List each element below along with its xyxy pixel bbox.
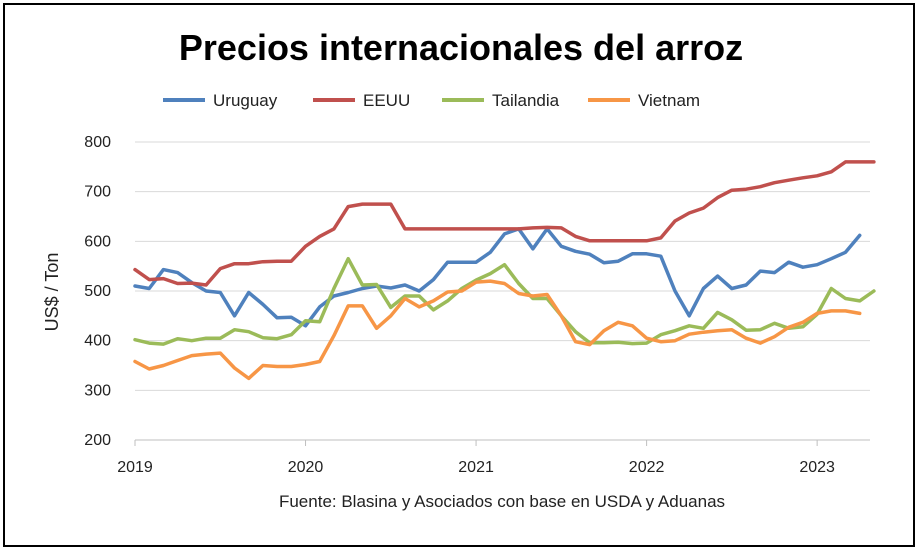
y-axis-label: US$ / Ton xyxy=(42,253,62,332)
series-line-uruguay xyxy=(133,227,862,328)
series-line-tailandia xyxy=(133,256,876,346)
x-tick-label: 2019 xyxy=(117,459,153,476)
y-tick-label: 800 xyxy=(84,134,111,151)
y-tick-label: 700 xyxy=(84,184,111,201)
x-tick-label: 2023 xyxy=(799,459,835,476)
x-tick-label: 2021 xyxy=(458,459,494,476)
y-tick-label: 600 xyxy=(84,233,111,250)
series-lines xyxy=(133,160,876,381)
legend: Uruguay EEUU Tailandia Vietnam xyxy=(163,91,700,110)
y-tick-label: 200 xyxy=(84,432,111,449)
series-line-vietnam xyxy=(133,279,862,381)
legend-label-uruguay: Uruguay xyxy=(213,91,278,110)
legend-label-tailandia: Tailandia xyxy=(492,91,560,110)
y-tick-label: 400 xyxy=(84,333,111,350)
y-axis: 200 300 400 500 600 700 800 xyxy=(84,134,111,449)
source-note: Fuente: Blasina y Asociados con base en … xyxy=(279,492,725,511)
y-tick-label: 300 xyxy=(84,382,111,399)
y-tick-label: 500 xyxy=(84,283,111,300)
x-axis: 2019 2020 2021 2022 2023 xyxy=(117,439,870,476)
legend-label-eeuu: EEUU xyxy=(363,91,410,110)
series-line-eeuu xyxy=(133,160,876,287)
x-tick-label: 2020 xyxy=(288,459,324,476)
chart-title: Precios internacionales del arroz xyxy=(179,27,743,68)
x-tick-label: 2022 xyxy=(629,459,665,476)
legend-label-vietnam: Vietnam xyxy=(638,91,700,110)
chart-frame xyxy=(3,3,915,547)
